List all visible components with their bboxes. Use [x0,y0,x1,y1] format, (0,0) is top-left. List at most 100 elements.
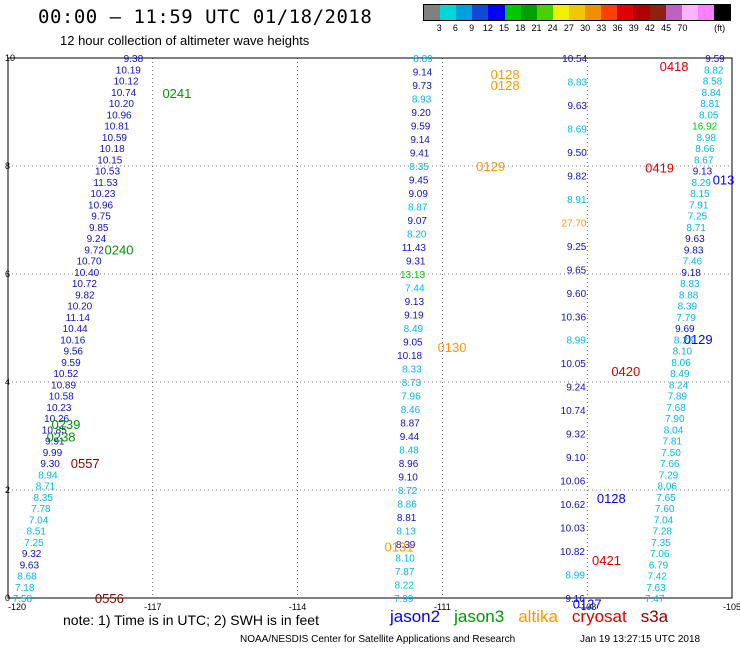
wave-height-value: 8.99 [565,571,585,582]
scale-swatch [552,5,569,20]
wave-height-value: 10.23 [90,189,115,200]
wave-height-value: 9.10 [566,453,586,464]
legend-jason2: jason2 [390,607,441,626]
scale-swatch [713,5,731,20]
wave-height-value: 9.63 [568,101,588,112]
wave-height-value: 10.70 [76,257,101,268]
generated-timestamp: Jan 19 13:27:15 UTC 2018 [580,634,701,645]
pass-time-label: 0420 [611,364,640,379]
wave-height-value: 9.07 [407,216,427,227]
pass-time-label: 013 [713,173,735,188]
wave-height-value: 8.82 [704,65,724,76]
wave-height-value: 8.87 [408,203,428,214]
x-tick-label: -120 [8,602,26,612]
wave-height-value: 10.59 [102,133,127,144]
wave-height-value: 7.50 [661,448,681,459]
wave-height-value: 8.69 [567,124,587,135]
wave-height-value: 9.85 [89,223,109,234]
wave-height-value: 10.82 [560,547,585,558]
wave-height-value: 10.58 [49,392,74,403]
wave-height-value: 9.31 [406,257,426,268]
wave-height-value: 9.05 [403,338,423,349]
wave-height-value: 7.42 [647,572,667,583]
scale-label: 39 [628,23,639,33]
scale-swatch [617,5,634,20]
wave-height-value: 8.15 [690,189,710,200]
wave-height-value: 10.12 [113,77,138,88]
wave-height-value: 11.43 [402,243,427,254]
wave-height-value: 8.33 [402,365,422,376]
wave-height-value: 7.25 [24,538,44,549]
wave-height-value: 8.35 [409,162,429,173]
wave-height-value: 8.94 [38,470,58,481]
y-tick-label: 0 [5,593,10,603]
wave-height-value: 9.24 [566,383,586,394]
legend-jason3: jason3 [454,607,505,626]
wave-height-value: 8.96 [399,459,419,470]
wave-height-value: 10.40 [74,268,99,279]
wave-height-value: 9.63 [685,234,705,245]
wave-height-value: 10.20 [67,302,92,313]
wave-height-value: 13.13 [400,270,425,281]
wave-height-value: 7.46 [683,257,703,268]
wave-height-value: 8.58 [703,77,723,88]
wave-height-value: 7.81 [663,437,683,448]
wave-height-value: 10.05 [561,359,586,370]
wave-height-value: 7.35 [651,538,671,549]
scale-swatch [520,5,537,20]
scale-label: 21 [531,23,542,33]
wave-height-value: 9.32 [22,549,42,560]
wave-height-value: 10.62 [560,500,585,511]
wave-height-value: 7.99 [394,594,414,605]
wave-height-value: 8.06 [671,358,691,369]
wave-height-value: 8.83 [680,279,700,290]
pass-time-label: 0131 [384,540,413,555]
wave-height-value: 9.59 [61,358,81,369]
color-scale-labels: 3 6 9 12 15 18 21 24 27 30 33 36 39 42 45 70 (ft) [423,23,731,35]
pass-time-label: 0419 [645,161,674,176]
wave-height-value: 8.22 [394,581,414,592]
wave-height-value: 10.52 [53,369,78,380]
plot-frame [7,57,733,599]
wave-height-value: 7.66 [660,459,680,470]
wave-height-value: 8.49 [404,324,424,335]
wave-height-value: 9.50 [567,148,587,159]
wave-height-value: 9.44 [400,432,420,443]
wave-height-value: 8.06 [658,482,678,493]
scale-label: 6 [452,23,458,33]
wave-height-value: 9.25 [567,242,587,253]
wave-height-value: 8.67 [694,155,714,166]
wave-height-value: 10.85 [42,425,67,436]
x-tick-label: -108 [578,602,596,612]
wave-height-value: 10.19 [116,65,141,76]
wave-height-value: 9.19 [404,311,424,322]
scale-swatch [568,5,586,20]
wave-height-value: 9.59 [411,122,431,133]
wave-height-value: 8.35 [33,493,53,504]
wave-height-value: 11.14 [66,313,91,324]
pass-time-label: 0418 [660,59,689,74]
wave-height-value: 9.75 [91,212,111,223]
wave-height-value: 8.87 [400,419,420,430]
wave-height-value: 7.18 [15,583,35,594]
wave-height-value: 8.24 [669,380,689,391]
wave-height-value: 9.82 [567,171,587,182]
scale-swatch [456,5,473,20]
wave-height-value: 7.87 [395,567,415,578]
pass-time-label: 0421 [592,553,621,568]
wave-height-value: 8.83 [568,77,588,88]
wave-height-value: 7.68 [666,403,686,414]
legend-s3a: s3a [640,607,669,626]
scale-label: (ft) [714,23,726,33]
wave-height-value: 11.53 [93,178,118,189]
wave-height-value: 9.41 [410,149,430,160]
pass-time-label: 0128 [491,67,520,82]
wave-height-value: 10.18 [397,351,422,362]
pass-time-label: 0127 [573,596,602,611]
wave-height-value: 9.18 [681,268,701,279]
wave-height-value: 9.30 [40,459,60,470]
wave-height-value: 8.93 [412,95,432,106]
wave-height-value: 7.91 [689,200,709,211]
wave-height-value: 8.10 [673,347,693,358]
wave-height-value: 8.13 [396,527,416,538]
